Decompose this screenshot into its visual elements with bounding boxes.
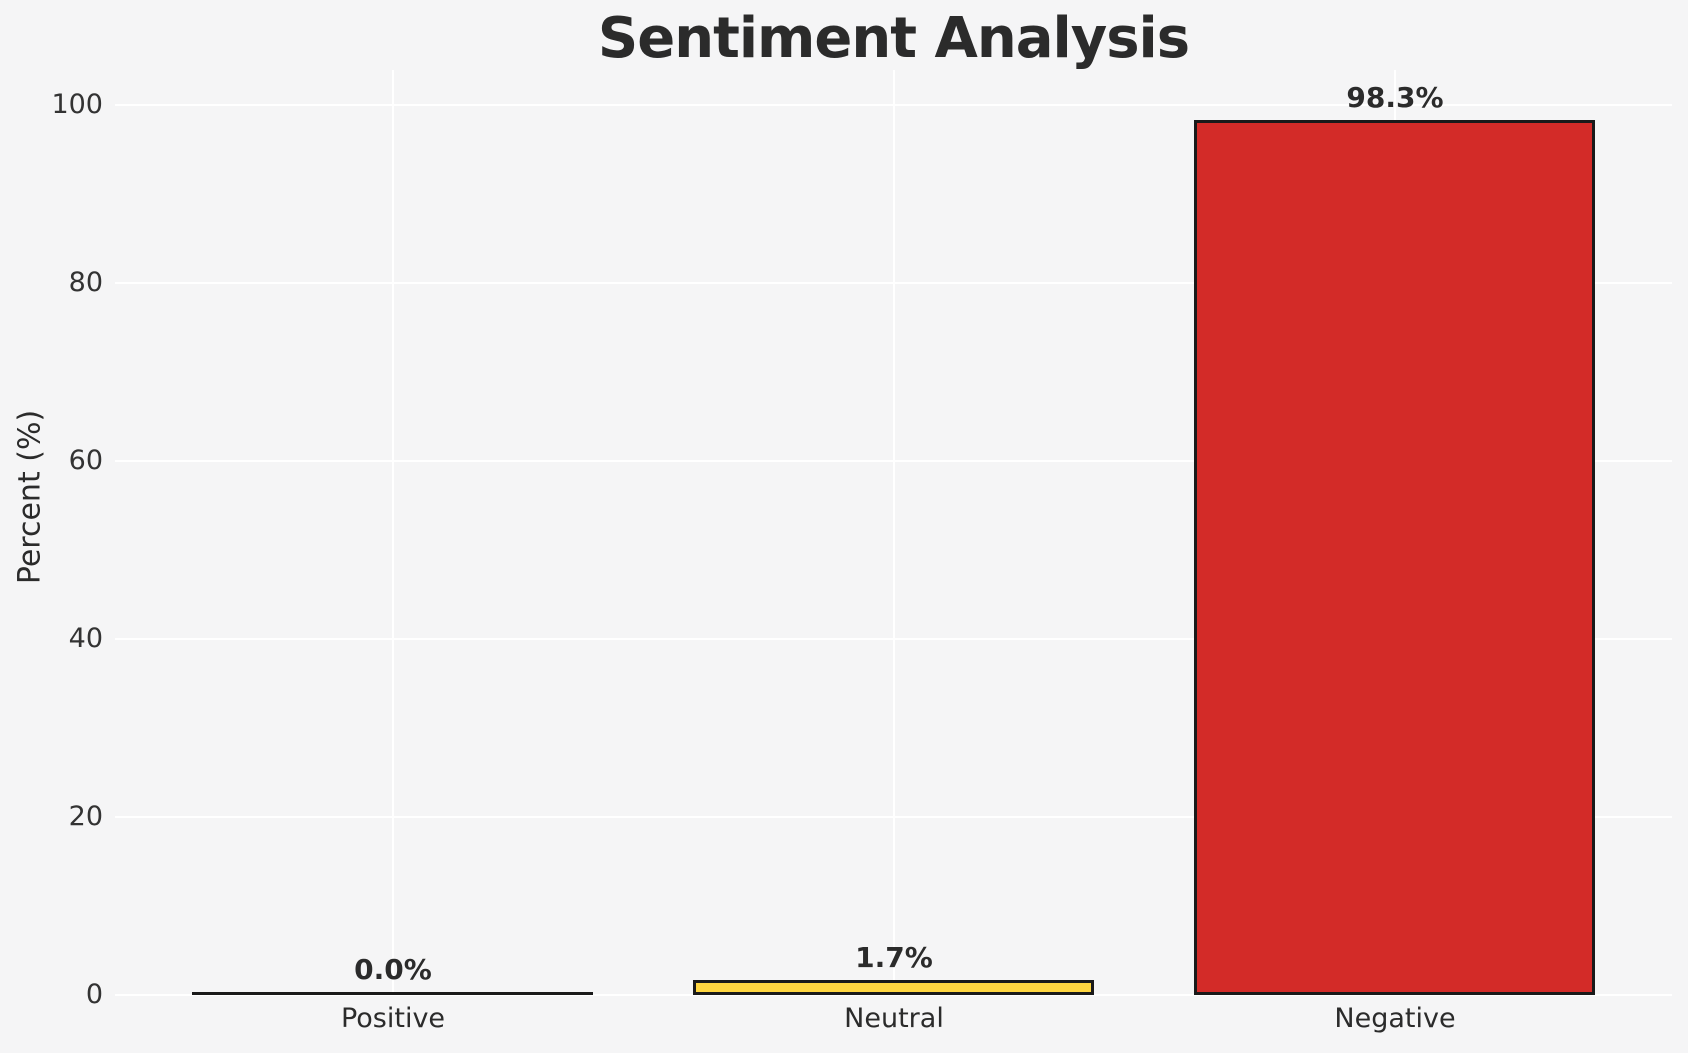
bar-negative xyxy=(1194,120,1595,995)
y-tick-label-20: 20 xyxy=(68,801,103,832)
y-tick-label-0: 0 xyxy=(85,979,103,1010)
bar-value-label-negative: 98.3% xyxy=(1346,81,1444,114)
y-tick-label-60: 60 xyxy=(68,445,103,476)
plot-area: 0.0% 1.7% 98.3% xyxy=(115,70,1672,996)
x-tick-label-negative: Negative xyxy=(1334,1003,1456,1034)
bar-value-label-positive: 0.0% xyxy=(354,953,432,986)
bar-positive xyxy=(192,992,593,995)
bar-value-label-neutral: 1.7% xyxy=(855,941,933,974)
bar-neutral xyxy=(693,980,1094,995)
x-tick-label-positive: Positive xyxy=(340,1003,446,1034)
chart-title: Sentiment Analysis xyxy=(597,6,1190,71)
y-tick-label-80: 80 xyxy=(68,267,103,298)
gridline-v-positive xyxy=(392,70,394,995)
gridline-h-0 xyxy=(115,994,1672,996)
y-tick-label-100: 100 xyxy=(51,89,103,120)
x-tick-label-neutral: Neutral xyxy=(844,1003,944,1034)
y-axis-label: Percent (%) xyxy=(12,409,48,585)
y-tick-label-40: 40 xyxy=(68,623,103,654)
gridline-v-neutral xyxy=(893,70,895,995)
